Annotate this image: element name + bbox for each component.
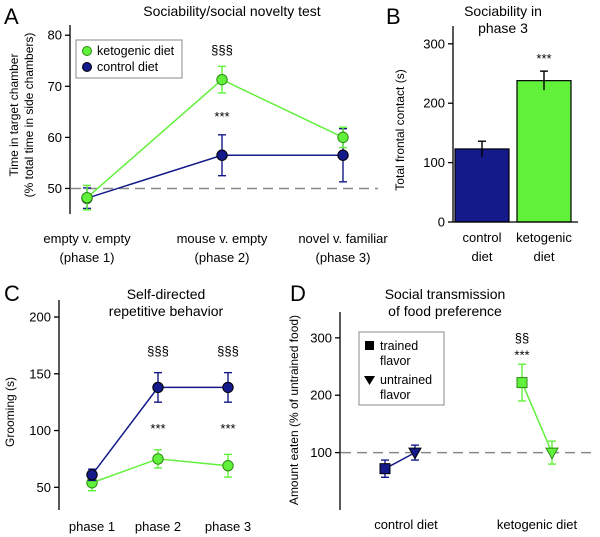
legend-ketogenic-label: ketogenic diet bbox=[97, 44, 175, 58]
panel-a-xtick-label: (phase 2) bbox=[195, 250, 250, 265]
panel-a-xtick-label: (phase 3) bbox=[316, 250, 371, 265]
panel-b-xtick-label: ketogenic bbox=[516, 230, 572, 245]
panel-a-point bbox=[81, 191, 93, 204]
panel-d-xtick-label: control diet bbox=[374, 517, 438, 532]
panel-d-point bbox=[379, 463, 391, 475]
panel-c-title-line1: Self-directed bbox=[127, 286, 206, 302]
panel-a-title: Sociability/social novelty test bbox=[143, 3, 321, 19]
panel-c-ytick-label: 150 bbox=[29, 366, 51, 381]
panel-a-ytick-label: 80 bbox=[48, 28, 62, 43]
panel-a-point bbox=[337, 131, 349, 144]
legend-control-marker bbox=[82, 62, 92, 72]
panel-a-xtick-label: mouse v. empty bbox=[177, 231, 268, 246]
panel-a-series-line bbox=[86, 154, 343, 199]
panel-c-significance-label: §§§ bbox=[147, 344, 169, 359]
panel-b-ytick-label: 300 bbox=[423, 36, 445, 51]
panel-c-ytick-label: 100 bbox=[29, 423, 51, 438]
panel-a-xtick-label: novel v. familiar bbox=[298, 231, 388, 246]
panel-c-point bbox=[222, 381, 234, 394]
legend-untrained-line2: flavor bbox=[380, 388, 411, 402]
panel-c-letter: C bbox=[4, 281, 20, 306]
panel-b-bar bbox=[454, 148, 510, 223]
panel-b-ytick-label: 0 bbox=[438, 215, 445, 230]
panel-d-title-line2: of food preference bbox=[388, 303, 502, 319]
panel-a-point bbox=[216, 149, 228, 161]
panel-a-ylabel-line1: Time in target chamber bbox=[7, 54, 21, 177]
panel-c-point bbox=[152, 381, 164, 394]
panel-d-plot: 100 200 300 control diet ketogenic diet §§ *** bbox=[310, 330, 596, 532]
panel-a-ytick-label: 50 bbox=[48, 181, 62, 196]
panel-b-xtick-label: diet bbox=[472, 249, 493, 264]
panel-c-ytick-label: 200 bbox=[29, 310, 51, 325]
panel-b-significance-label: *** bbox=[536, 51, 551, 66]
panel-b: B Sociability in phase 3 Total frontal c… bbox=[386, 3, 578, 264]
panel-c-xtick-label: phase 3 bbox=[205, 519, 251, 534]
panel-c-xtick-label: phase 1 bbox=[69, 519, 115, 534]
panel-a-ytick-label: 70 bbox=[48, 79, 62, 94]
panel-b-xtick-label: control bbox=[462, 230, 501, 245]
panel-a-legend-box bbox=[75, 39, 183, 79]
panel-b-title-line2: phase 3 bbox=[478, 20, 528, 36]
panel-d-letter: D bbox=[290, 281, 306, 306]
panel-d-point bbox=[545, 447, 559, 460]
legend-untrained-line1: untrained bbox=[380, 373, 432, 387]
panel-d-ytick-label: 300 bbox=[310, 330, 332, 345]
legend-square-icon bbox=[365, 341, 374, 350]
panel-c-point bbox=[86, 469, 98, 481]
panel-d-title-line1: Social transmission bbox=[385, 286, 506, 302]
panel-a-ylabel-line2: (% total time in side chambers) bbox=[22, 33, 36, 198]
panel-a-letter: A bbox=[4, 4, 19, 29]
panel-a: A Sociability/social novelty test Time i… bbox=[4, 3, 388, 265]
legend-trained-line1: trained bbox=[380, 339, 418, 353]
panel-b-letter: B bbox=[386, 4, 401, 29]
panel-d-ytick-label: 100 bbox=[310, 445, 332, 460]
panel-d-ytick-label: 200 bbox=[310, 388, 332, 403]
panel-a-point bbox=[337, 149, 349, 161]
panel-d-point bbox=[408, 447, 422, 460]
panel-d-significance-label: §§ bbox=[515, 330, 529, 345]
panel-d: D Social transmission of food preference… bbox=[287, 281, 596, 532]
legend-trained-line2: flavor bbox=[380, 354, 411, 368]
panel-c-point bbox=[152, 453, 164, 465]
panel-b-plot: 0 100 200 300 control diet ketogenic diet *** bbox=[423, 36, 578, 264]
panel-d-xtick-label: ketogenic diet bbox=[497, 517, 578, 532]
panel-b-bar bbox=[516, 80, 572, 223]
panel-c-xtick-label: phase 2 bbox=[135, 519, 181, 534]
panel-c-ylabel: Grooming (s) bbox=[3, 377, 17, 447]
panel-a-significance-label: *** bbox=[214, 109, 229, 124]
panel-c-significance-label: §§§ bbox=[217, 344, 239, 359]
panel-c: C Self-directed repetitive behavior Groo… bbox=[3, 281, 251, 534]
panel-b-xtick-label: diet bbox=[534, 249, 555, 264]
panel-c-plot: 50 100 150 200 phase 1 phase 2 phase 3 §§§ §§§ **… bbox=[29, 310, 251, 534]
panel-b-title-line1: Sociability in bbox=[464, 3, 542, 19]
legend-triangle-down-icon bbox=[364, 376, 375, 385]
panel-b-ylabel: Total frontal contact (s) bbox=[393, 69, 407, 190]
panel-d-ylabel: Amount eaten (% of untrained food) bbox=[287, 315, 301, 505]
panel-a-plot: 50 60 70 80 empty v. empty (phase 1) mouse v. … bbox=[43, 28, 388, 265]
panel-d-point bbox=[516, 377, 528, 389]
legend-ketogenic-marker bbox=[82, 46, 92, 56]
panel-c-ytick-label: 50 bbox=[37, 480, 51, 495]
panel-a-significance-label: §§§ bbox=[211, 43, 233, 58]
panel-c-significance-label: *** bbox=[220, 421, 235, 436]
panel-b-ytick-label: 200 bbox=[423, 96, 445, 111]
panel-d-legend: trained flavor untrained flavor bbox=[358, 331, 445, 406]
panel-a-xtick-label: empty v. empty bbox=[43, 231, 131, 246]
panel-c-point bbox=[222, 460, 234, 472]
panel-b-ytick-label: 100 bbox=[423, 155, 445, 170]
panel-c-significance-label: *** bbox=[150, 421, 165, 436]
panel-a-legend: ketogenic diet control diet bbox=[75, 39, 183, 79]
panel-a-series-line bbox=[86, 78, 344, 199]
panel-a-point bbox=[216, 73, 228, 86]
panel-d-significance-label: *** bbox=[514, 348, 529, 363]
panel-d-series-line bbox=[521, 382, 553, 453]
panel-a-xtick-label: (phase 1) bbox=[60, 250, 115, 265]
panel-a-ytick-label: 60 bbox=[48, 130, 62, 145]
panel-c-title-line2: repetitive behavior bbox=[109, 303, 224, 319]
legend-control-label: control diet bbox=[97, 60, 159, 74]
